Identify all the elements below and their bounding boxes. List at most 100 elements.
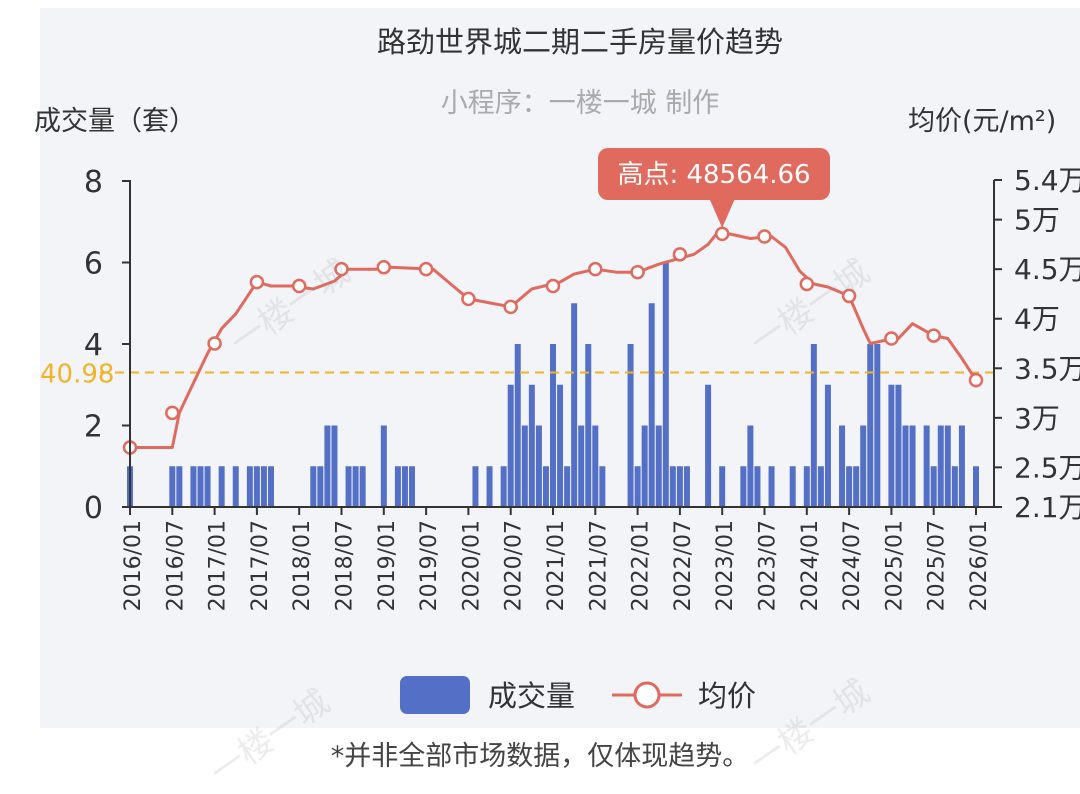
x-axis-tick-label: 2020/01 <box>459 520 484 611</box>
volume-bar <box>380 425 387 507</box>
volume-bar <box>204 466 211 507</box>
volume-bar <box>521 425 528 507</box>
legend-bar-swatch <box>400 676 470 714</box>
volume-bar <box>930 466 937 507</box>
x-axis-tick-label: 2016/01 <box>121 520 146 611</box>
volume-bar <box>564 466 571 507</box>
volume-bar <box>246 466 253 507</box>
legend-bar-label: 成交量 <box>488 679 575 713</box>
volume-bar <box>740 466 747 507</box>
x-axis-tick-label: 2020/07 <box>502 520 527 611</box>
volume-bar <box>472 466 479 507</box>
chart-panel <box>40 8 1080 728</box>
average-line: 40.98 <box>40 360 994 390</box>
volume-bar <box>860 425 867 507</box>
volume-bar <box>260 466 267 507</box>
volume-bar <box>578 425 585 507</box>
volume-bar <box>951 466 958 507</box>
volume-bar <box>824 384 831 507</box>
volume-bar <box>683 466 690 507</box>
volume-bar <box>599 466 606 507</box>
x-axis-tick-label: 2016/07 <box>163 520 188 611</box>
volume-bar <box>310 466 317 507</box>
volume-bar <box>528 384 535 507</box>
volume-bar <box>500 466 507 507</box>
volume-bar <box>507 384 514 507</box>
volume-bar <box>874 344 881 507</box>
x-axis-tick-label: 2022/07 <box>671 520 696 611</box>
volume-bar <box>535 425 542 507</box>
x-axis-tick-label: 2018/01 <box>290 520 315 611</box>
volume-bar <box>359 466 366 507</box>
left-axis-tick-label: 2 <box>84 410 103 445</box>
price-point <box>714 226 730 242</box>
right-axis-tick-label: 2.5万 <box>1014 451 1080 484</box>
x-axis-tick-label: 2019/01 <box>375 520 400 611</box>
price-point <box>461 291 476 307</box>
right-axis-tick-label: 4万 <box>1014 303 1060 336</box>
volume-bar <box>317 466 324 507</box>
right-axis-tick-label: 4.5万 <box>1014 253 1080 286</box>
price-point <box>503 299 518 315</box>
volume-bar <box>648 303 655 507</box>
volume-bar <box>641 425 648 507</box>
legend[interactable]: 成交量 均价 <box>400 676 756 714</box>
price-point <box>926 328 941 343</box>
volume-bar <box>232 466 239 507</box>
price-point <box>545 278 561 294</box>
volume-bar <box>218 466 225 507</box>
x-axis-tick-label: 2024/07 <box>840 520 865 611</box>
volume-bar <box>973 466 979 507</box>
volume-bar <box>888 384 895 507</box>
max-marker: 高点: 48564.66 <box>598 148 830 228</box>
volume-bar <box>846 466 853 507</box>
price-point <box>291 278 307 294</box>
right-axis-tick-label: 2.1万 <box>1014 491 1080 524</box>
volume-bar <box>768 466 775 507</box>
volume-bar <box>571 303 578 507</box>
x-axis-tick-label: 2024/01 <box>798 520 823 611</box>
x-axis-tick-label: 2021/01 <box>544 520 569 611</box>
left-axis-tick-label: 0 <box>84 491 103 526</box>
volume-bar <box>253 466 260 507</box>
x-axis-tick-label: 2025/07 <box>925 520 950 611</box>
volume-bar <box>197 466 204 507</box>
volume-bar <box>669 466 676 507</box>
volume-bar <box>585 344 592 507</box>
price-point <box>841 288 857 304</box>
volume-bar <box>550 344 556 507</box>
volume-bar <box>867 344 874 507</box>
volume-bar <box>909 425 916 507</box>
volume-bar <box>169 466 176 507</box>
price-point <box>630 264 645 280</box>
chart-subtitle: 小程序：一楼一城 制作 <box>441 88 720 119</box>
price-point <box>757 229 772 244</box>
volume-bar <box>268 466 274 507</box>
right-axis-tick-label: 3.5万 <box>1014 352 1080 385</box>
volume-bar <box>719 466 726 507</box>
volume-bar <box>676 466 683 507</box>
x-axis-tick-label: 2017/01 <box>206 520 231 611</box>
x-axis-tick-label: 2026/01 <box>967 520 992 611</box>
price-point <box>884 331 899 346</box>
legend-line-marker <box>633 681 661 709</box>
legend-line-label: 均价 <box>698 679 756 713</box>
volume-bar <box>803 466 810 507</box>
volume-bar <box>810 344 817 507</box>
volume-bar <box>839 425 846 507</box>
x-axis-tick-label: 2022/01 <box>629 520 654 611</box>
left-axis-tick-label: 6 <box>84 247 103 282</box>
left-axis-tick-label: 4 <box>84 328 103 363</box>
volume-bar <box>176 466 183 507</box>
volume-bar <box>627 344 634 507</box>
volume-bar <box>958 425 965 507</box>
max-bubble <box>598 148 830 200</box>
axes: 0 2 4 6 8 2.1万 2.5万 3万 3.5万 4万 4.5万 5万 5.4万 2016/01 20… <box>84 164 1080 611</box>
price-point <box>334 261 349 277</box>
volume-bar <box>409 466 415 507</box>
price-point <box>165 405 180 421</box>
footnote: *并非全部市场数据，仅体现趋势。 <box>330 741 750 772</box>
max-label: 高点: 48564.66 <box>617 160 810 190</box>
right-axis-title: 均价(元/m²) <box>908 106 1056 137</box>
